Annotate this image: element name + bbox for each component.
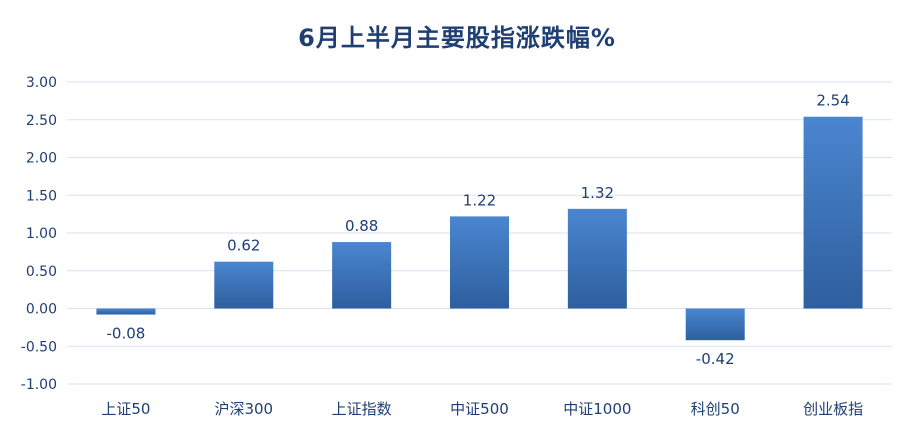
data-label: 1.32 [581,184,614,202]
bar [450,216,509,309]
x-tick-label: 上证指数 [332,400,392,418]
data-labels: -0.08 0.62 0.88 1.22 1.32 -0.42 2.54 [107,92,850,368]
bars [96,116,863,341]
y-tick-label: -0.50 [21,339,57,355]
bar [214,261,274,309]
bar [332,242,392,309]
bar [96,308,156,315]
x-tick-label: 创业板指 [803,400,863,418]
data-label: 1.22 [463,191,496,209]
y-tick-label: 0.00 [26,302,57,318]
data-label: -0.42 [696,350,735,368]
bar [567,208,627,309]
y-tick-label: 2.50 [26,113,57,129]
y-tick-label: 3.00 [26,75,57,91]
y-tick-label: 1.50 [26,188,57,204]
x-axis: 上证50 沪深300 上证指数 中证500 中证1000 科创50 创业板指 [101,400,863,418]
x-tick-label: 中证1000 [563,400,631,418]
y-tick-label: 2.00 [26,151,57,167]
data-label: -0.08 [107,325,146,343]
bar [685,308,745,341]
x-tick-label: 上证50 [101,400,150,418]
x-tick-label: 科创50 [691,400,740,418]
y-tick-label: -1.00 [21,377,57,393]
y-tick-label: 1.00 [26,226,57,242]
data-label: 0.88 [345,217,378,235]
bar [803,116,863,309]
y-axis: 3.00 2.50 2.00 1.50 1.00 0.50 0.00 -0.50 -1.00 [21,75,57,393]
data-label: 0.62 [227,237,260,255]
data-label: 2.54 [816,92,849,110]
chart-title: 6月上半月主要股指涨跌幅% [298,24,616,52]
x-tick-label: 沪深300 [214,400,273,418]
y-tick-label: 0.50 [26,264,57,280]
x-tick-label: 中证500 [450,400,509,418]
